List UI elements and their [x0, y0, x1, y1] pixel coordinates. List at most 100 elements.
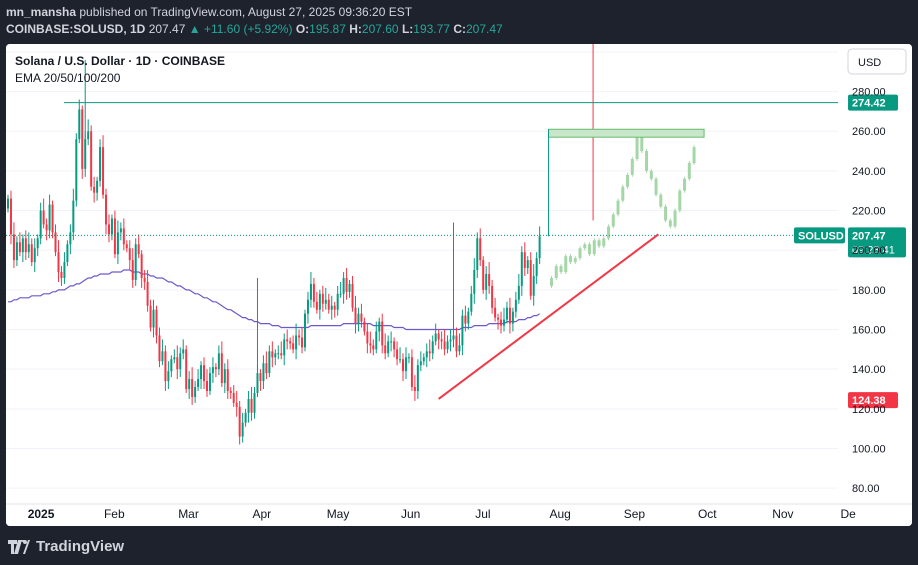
low-value: 193.77 — [413, 22, 450, 36]
high-label: H: — [349, 22, 362, 36]
candle-body — [21, 238, 24, 253]
candle-body — [185, 349, 188, 389]
candle-body — [461, 315, 464, 346]
candle-body — [51, 204, 54, 233]
y-tick-label: 280.00 — [852, 87, 886, 99]
candle-body — [508, 307, 511, 324]
projection-candle — [592, 240, 596, 255]
projection-candle — [573, 258, 577, 263]
candle-body — [538, 236, 541, 259]
y-tick-label: 260.00 — [852, 126, 886, 138]
candle-body — [45, 224, 48, 231]
projection-candle — [640, 135, 644, 152]
projection-candle — [578, 248, 582, 259]
projection-candle — [611, 214, 615, 227]
x-tick-label: May — [327, 507, 350, 521]
candle-body — [63, 262, 66, 278]
candle-body — [42, 210, 45, 225]
price-tag — [848, 227, 906, 258]
candle-body — [15, 242, 18, 261]
candle-body — [277, 353, 280, 355]
published-text: published on TradingView.com, August 27,… — [79, 5, 413, 19]
candle-body — [369, 343, 372, 346]
candle-body — [523, 252, 526, 269]
projection-candle — [569, 256, 573, 263]
chart-panel[interactable]: 274.42 124.38 SOLUSD 207.47 09:23:41 80.00 10… — [6, 44, 912, 526]
ema-line — [8, 269, 540, 331]
candle-body — [440, 339, 443, 342]
candle-body — [24, 238, 27, 253]
projection-candle — [664, 206, 668, 221]
candle-body — [229, 390, 232, 393]
candle-body — [488, 274, 491, 286]
y-tick-label: 200.00 — [852, 245, 886, 257]
candle-body — [241, 422, 244, 437]
publish-info: mn_mansha published on TradingView.com, … — [6, 5, 412, 19]
y-tick-label: 180.00 — [852, 285, 886, 297]
candle-body — [274, 353, 277, 358]
candle-body — [402, 359, 405, 372]
projection-candle — [668, 220, 672, 227]
candle-body — [298, 335, 301, 338]
candle-body — [220, 353, 223, 384]
countdown-label: 09:23:41 — [852, 244, 895, 256]
candle-body — [404, 357, 407, 372]
candle-body — [413, 387, 416, 391]
candle-body — [235, 402, 238, 407]
candle-body — [110, 218, 113, 235]
candle-body — [455, 335, 458, 352]
candle-body — [211, 367, 214, 374]
candle-body — [381, 321, 384, 346]
candle-body — [497, 317, 500, 320]
low-price-tag — [848, 392, 898, 409]
x-tick-label: Aug — [549, 507, 570, 521]
candle-body — [449, 339, 452, 342]
projection-candle — [607, 226, 611, 239]
candle-body — [247, 398, 250, 413]
candle-body — [143, 277, 146, 282]
tradingview-logo-icon — [8, 539, 30, 554]
candle-body — [399, 359, 402, 361]
low-label: L: — [401, 22, 414, 36]
candle-body — [27, 244, 30, 253]
candle-body — [339, 293, 342, 295]
candle-body — [105, 194, 108, 225]
candle-body — [446, 341, 449, 350]
candle-body — [271, 351, 274, 358]
candle-body — [333, 305, 336, 310]
projection-candle — [635, 135, 639, 159]
candle-body — [348, 283, 351, 292]
open-value: 195.87 — [309, 22, 346, 36]
candle-body — [476, 238, 479, 271]
candle-body — [256, 373, 259, 393]
y-tick-label: 120.00 — [852, 404, 886, 416]
projection-candle — [649, 170, 653, 179]
candle-body — [416, 365, 419, 391]
candle-body — [217, 353, 220, 370]
currency-label: USD — [858, 57, 881, 69]
candle-body — [259, 373, 262, 382]
candle-body — [203, 365, 206, 382]
candle-body — [164, 351, 167, 382]
candle-body — [324, 299, 327, 304]
candle-body — [226, 369, 229, 391]
candle-body — [96, 180, 99, 193]
candle-body — [464, 315, 467, 324]
candle-body — [81, 109, 84, 169]
candle-body — [90, 131, 93, 187]
candle-body — [223, 369, 226, 384]
candle-body — [113, 218, 116, 255]
x-tick-label: 2025 — [28, 507, 55, 521]
chart-svg[interactable]: 274.42 124.38 SOLUSD 207.47 09:23:41 80.00 10… — [6, 44, 912, 526]
y-tick-label: 140.00 — [852, 364, 886, 376]
projection-candle — [673, 210, 677, 227]
candle-body — [321, 293, 324, 304]
candle-body — [176, 357, 179, 370]
close-value: 207.47 — [465, 22, 503, 36]
currency-button[interactable]: USD — [847, 48, 907, 75]
candle-body — [410, 357, 413, 388]
candle-body — [18, 242, 21, 253]
candle-body — [360, 313, 363, 322]
x-tick-label: Jun — [401, 507, 420, 521]
candle-body — [378, 321, 381, 332]
